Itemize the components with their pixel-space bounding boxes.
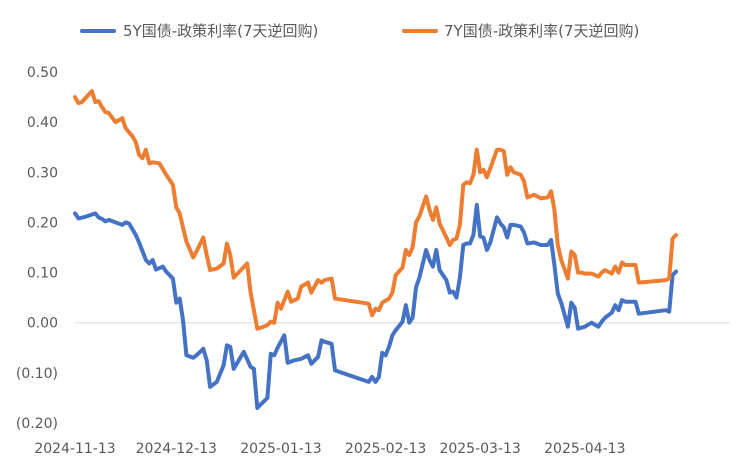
y-tick-label: 0.50	[27, 65, 58, 81]
y-tick-label: 0.30	[27, 165, 58, 181]
y-tick-label: 0.10	[27, 266, 58, 282]
x-tick-label: 2024-12-13	[136, 441, 217, 457]
legend-label-5y: 5Y国债-政策利率(7天逆回购)	[123, 22, 318, 40]
y-tick-label: 0.20	[27, 215, 58, 231]
series-line-7y	[73, 89, 678, 331]
x-axis: 2024-11-13 2024-12-13 2025-01-13 2025-02-13…	[34, 441, 625, 457]
x-tick-label: 2025-02-13	[345, 441, 426, 457]
y-tick-label: (0.10)	[16, 366, 58, 382]
plot-area	[73, 89, 678, 410]
series-line-5y	[73, 202, 678, 410]
legend: 5Y国债-政策利率(7天逆回购) 7Y国债-政策利率(7天逆回购)	[80, 22, 639, 40]
x-tick-label: 2025-04-13	[544, 441, 625, 457]
y-tick-label: 0.00	[27, 316, 58, 332]
x-tick-label: 2024-11-13	[34, 441, 115, 457]
legend-label-7y: 7Y国债-政策利率(7天逆回购)	[444, 22, 639, 40]
x-tick-label: 2025-01-13	[240, 441, 321, 457]
x-tick-label: 2025-03-13	[439, 441, 520, 457]
y-axis: (0.20) (0.10) 0.00 0.10 0.20 0.30 0.40 0.50	[16, 65, 58, 432]
y-tick-label: 0.40	[27, 115, 58, 131]
y-tick-label: (0.20)	[16, 416, 58, 432]
